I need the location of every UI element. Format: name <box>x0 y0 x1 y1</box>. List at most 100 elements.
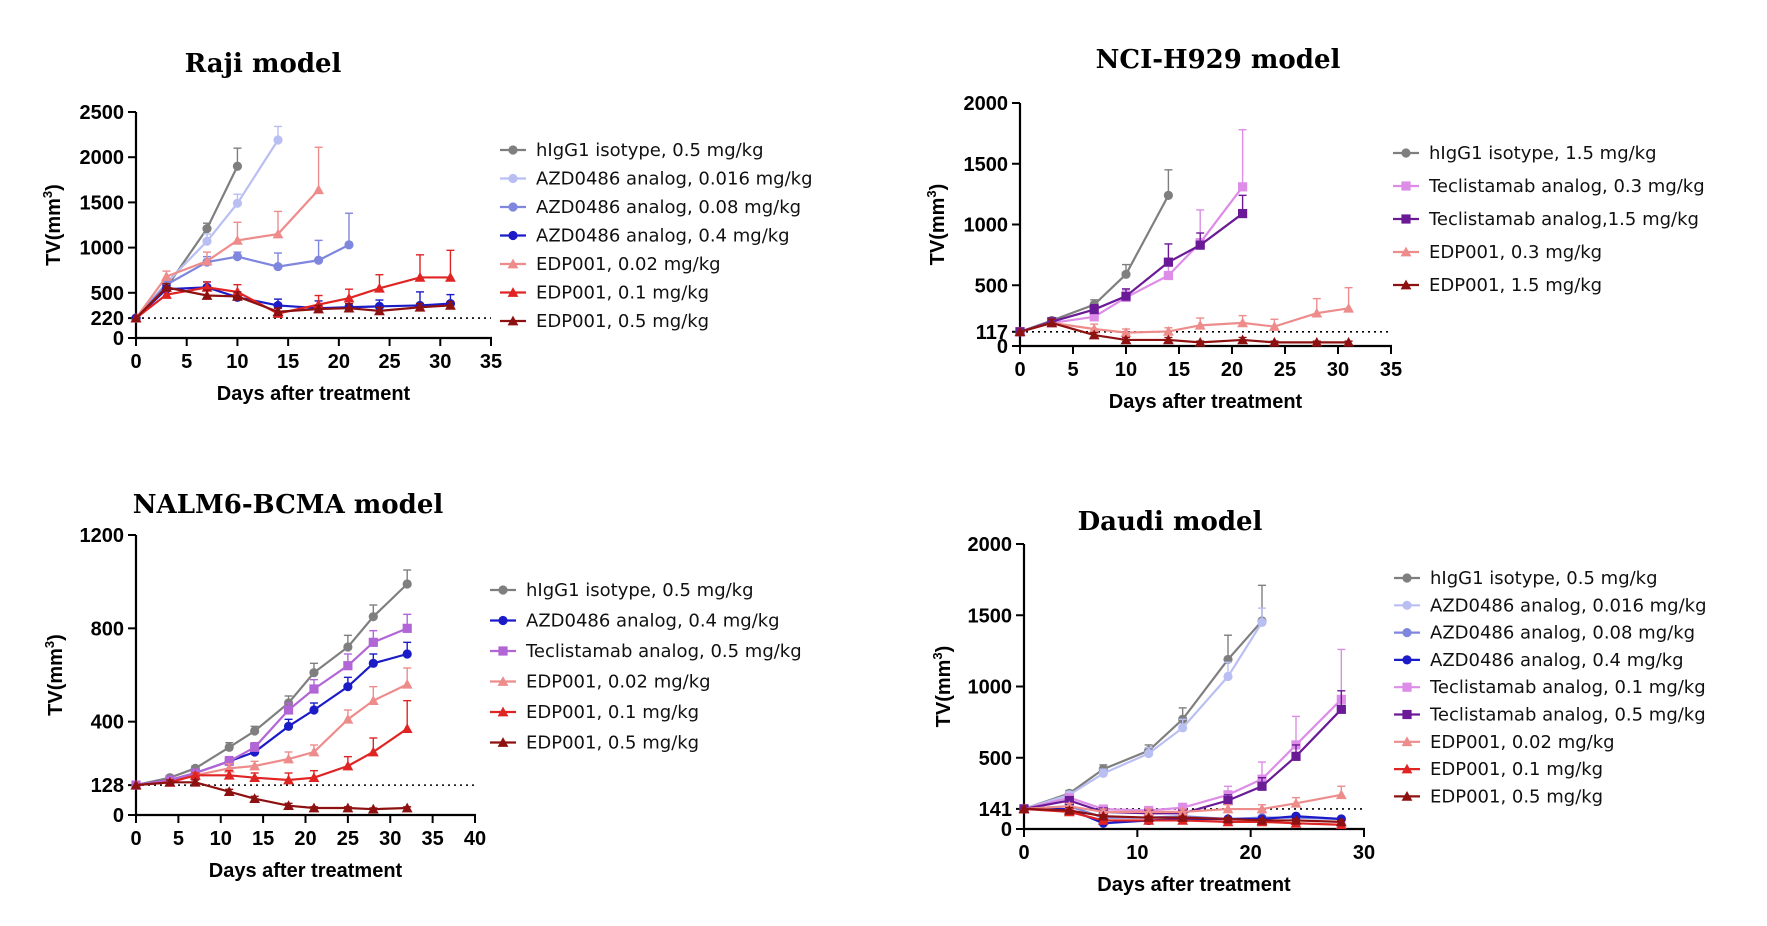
x-axis-label: Days after treatment <box>1109 391 1303 413</box>
y-tick-label: 2000 <box>80 147 125 169</box>
x-tick-label: 0 <box>130 351 141 373</box>
chart-title: Daudi model <box>1078 507 1263 537</box>
data-point <box>1121 269 1131 279</box>
data-point <box>368 637 378 647</box>
x-tick-label: 25 <box>337 828 359 850</box>
data-point <box>272 228 284 239</box>
legend-entry: hIgG1 isotype, 0.5 mg/kg <box>500 140 764 161</box>
legend-label: AZD0486 analog, 0.016 mg/kg <box>1430 595 1707 616</box>
data-point <box>1064 795 1074 806</box>
legend-marker <box>507 315 519 326</box>
chart-title: Raji model <box>185 49 342 79</box>
data-point <box>1291 751 1301 761</box>
legend-label: EDP001, 1.5 mg/kg <box>1429 275 1602 296</box>
data-point <box>1089 312 1099 322</box>
data-point <box>368 658 378 668</box>
legend-label: AZD0486 analog, 0.08 mg/kg <box>536 197 801 218</box>
series-line <box>1019 186 1244 333</box>
series-2 <box>131 613 412 790</box>
legend-label: AZD0486 analog, 0.016 mg/kg <box>536 169 813 190</box>
data-point <box>1290 815 1302 825</box>
x-tick-label: 20 <box>328 351 350 373</box>
x-tick-label: 30 <box>379 828 401 850</box>
data-point <box>1311 307 1323 318</box>
x-tick-label: 0 <box>1014 359 1025 381</box>
y-tick-label: 1000 <box>968 677 1013 699</box>
legend-label: Teclistamab analog, 0.5 mg/kg <box>525 641 802 662</box>
data-point <box>1237 317 1248 328</box>
legend-marker <box>497 676 509 686</box>
data-point <box>1120 334 1132 345</box>
legend-marker <box>1402 709 1412 720</box>
legend-marker <box>508 145 518 155</box>
data-point <box>272 306 284 317</box>
data-point <box>232 252 243 262</box>
data-point <box>1335 789 1347 800</box>
legend-entry: EDP001, 0.3 mg/kg <box>1393 242 1602 263</box>
y-tick-label: 500 <box>979 748 1012 770</box>
x-tick-label: 35 <box>1380 359 1402 381</box>
legend-entry: AZD0486 analog, 0.4 mg/kg <box>500 226 790 247</box>
legend-label: EDP001, 0.02 mg/kg <box>1430 732 1615 753</box>
data-point <box>232 161 243 171</box>
data-point <box>343 302 355 313</box>
legend-entry: EDP001, 0.02 mg/kg <box>1394 732 1615 753</box>
data-point <box>1088 323 1100 334</box>
data-point <box>308 802 320 813</box>
data-point <box>161 289 172 299</box>
y-axis-label: TV(mm3) <box>930 646 955 728</box>
data-point <box>1257 781 1267 791</box>
data-point <box>344 240 354 250</box>
data-point <box>309 684 319 694</box>
data-point <box>1121 291 1131 301</box>
data-point <box>414 272 426 282</box>
legend-marker <box>1401 763 1413 774</box>
x-tick-label: 10 <box>1115 359 1137 381</box>
legend-label: EDP001, 0.02 mg/kg <box>536 254 721 275</box>
legend-entry: EDP001, 1.5 mg/kg <box>1393 275 1602 296</box>
y-tick-label: 500 <box>91 283 124 305</box>
data-point <box>1257 617 1267 627</box>
data-point <box>402 623 412 633</box>
data-point <box>1014 326 1026 337</box>
data-point <box>368 612 378 622</box>
series-5 <box>130 776 413 814</box>
series-4 <box>1014 317 1354 347</box>
data-point <box>445 272 456 282</box>
y-tick-label: 1200 <box>80 525 125 547</box>
y-tick-label: 2000 <box>968 534 1013 556</box>
series-line <box>1023 620 1263 810</box>
data-point <box>161 271 172 281</box>
legend-entry: Teclistamab analog, 0.5 mg/kg <box>1394 705 1706 726</box>
data-point <box>1144 748 1154 759</box>
data-point <box>1178 723 1188 733</box>
x-tick-label: 5 <box>173 828 184 850</box>
legend-label: AZD0486 analog, 0.4 mg/kg <box>536 226 790 247</box>
legend-entry: EDP001, 0.5 mg/kg <box>490 733 699 754</box>
legend-label: EDP001, 0.3 mg/kg <box>1429 242 1602 263</box>
data-point <box>1046 317 1058 328</box>
legend-label: hIgG1 isotype, 0.5 mg/kg <box>536 140 764 161</box>
data-point <box>273 261 283 272</box>
legend-marker <box>1400 246 1412 257</box>
legend-entry: Teclistamab analog, 0.5 mg/kg <box>490 641 802 662</box>
x-tick-label: 20 <box>294 828 316 850</box>
data-point <box>1222 813 1234 824</box>
data-point <box>374 305 385 316</box>
legend-marker <box>1401 791 1413 801</box>
data-point <box>1223 671 1233 682</box>
data-point <box>342 802 354 813</box>
legend-label: hIgG1 isotype, 0.5 mg/kg <box>526 580 754 601</box>
legend-marker <box>1401 214 1411 224</box>
x-tick-label: 15 <box>252 828 274 850</box>
data-point <box>232 198 243 208</box>
y-tick-label: 141 <box>979 799 1012 821</box>
x-axis-label: Days after treatment <box>209 860 403 882</box>
data-point <box>1177 812 1189 822</box>
data-point <box>342 713 354 724</box>
data-point <box>250 726 260 736</box>
x-tick-label: 10 <box>1126 842 1148 864</box>
y-tick-label: 0 <box>997 336 1008 358</box>
legend-label: hIgG1 isotype, 0.5 mg/kg <box>1430 568 1658 589</box>
